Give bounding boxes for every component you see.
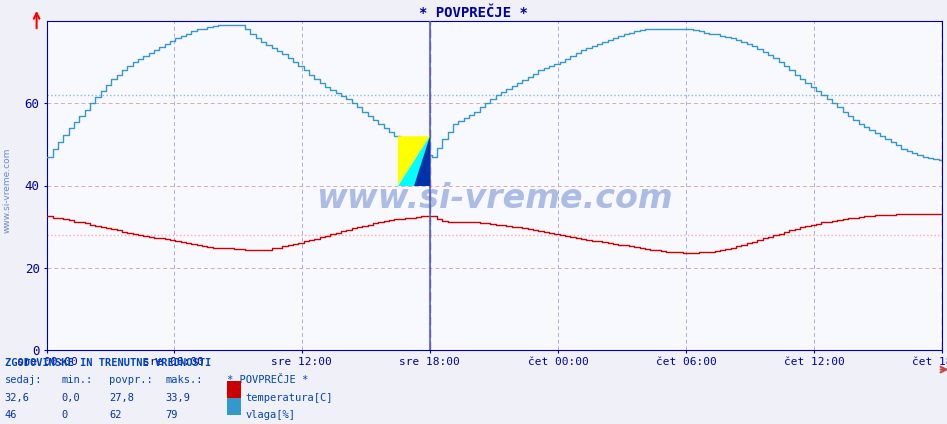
Text: 32,6: 32,6 bbox=[5, 393, 29, 404]
Text: sedaj:: sedaj: bbox=[5, 375, 43, 385]
Text: 46: 46 bbox=[5, 410, 17, 421]
Polygon shape bbox=[398, 136, 430, 186]
Text: maks.:: maks.: bbox=[166, 375, 204, 385]
Text: www.si-vreme.com: www.si-vreme.com bbox=[316, 182, 673, 215]
Text: vlaga[%]: vlaga[%] bbox=[245, 410, 295, 421]
Text: www.si-vreme.com: www.si-vreme.com bbox=[3, 148, 12, 234]
Text: 33,9: 33,9 bbox=[166, 393, 190, 404]
Polygon shape bbox=[398, 136, 430, 186]
Text: 0,0: 0,0 bbox=[62, 393, 80, 404]
Polygon shape bbox=[414, 136, 430, 186]
Text: ZGODOVINSKE IN TRENUTNE VREDNOSTI: ZGODOVINSKE IN TRENUTNE VREDNOSTI bbox=[5, 358, 211, 368]
Text: 0: 0 bbox=[62, 410, 68, 421]
Text: 79: 79 bbox=[166, 410, 178, 421]
Text: 27,8: 27,8 bbox=[109, 393, 134, 404]
Text: * POVPREČJE *: * POVPREČJE * bbox=[227, 375, 309, 385]
Text: temperatura[C]: temperatura[C] bbox=[245, 393, 332, 404]
Text: 62: 62 bbox=[109, 410, 121, 421]
Text: povpr.:: povpr.: bbox=[109, 375, 152, 385]
Text: min.:: min.: bbox=[62, 375, 93, 385]
Text: * POVPREČJE *: * POVPREČJE * bbox=[420, 6, 527, 20]
